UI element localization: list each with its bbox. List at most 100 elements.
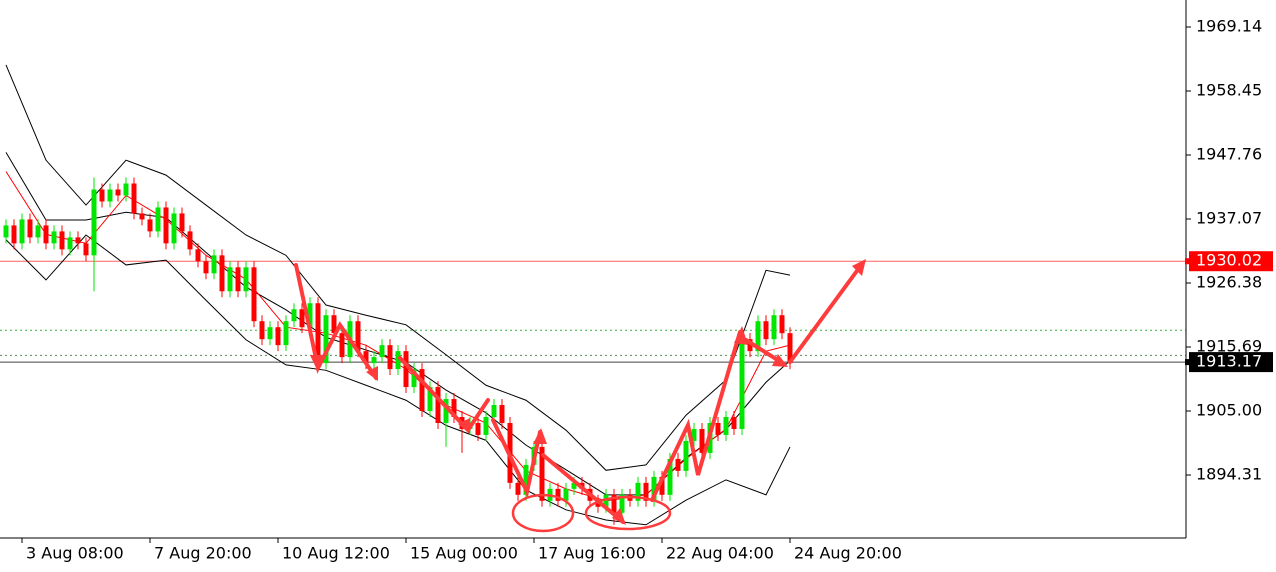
candle-body — [307, 303, 313, 328]
x-tick-label: 7 Aug 20:00 — [154, 544, 252, 563]
candle-body — [563, 488, 569, 501]
price-marker — [1185, 258, 1191, 265]
candle-body — [291, 309, 297, 322]
candle-body — [35, 225, 41, 238]
candle-body — [211, 255, 217, 274]
candle-body — [187, 231, 193, 250]
y-tick-label: 1947.76 — [1196, 145, 1262, 164]
candle-body — [443, 399, 449, 423]
price-tag-label: 1930.02 — [1196, 251, 1262, 270]
candle-body — [691, 428, 697, 441]
candle-body — [163, 207, 169, 244]
candle-body — [667, 458, 673, 495]
candle-body — [363, 351, 369, 364]
annotations — [294, 259, 866, 533]
candle-body — [147, 219, 153, 232]
candle-body — [427, 387, 433, 412]
candle-body — [771, 315, 777, 340]
overlay-line — [5, 234, 791, 526]
price-marker — [1185, 359, 1191, 366]
candle-body — [267, 327, 273, 340]
candle-body — [259, 321, 265, 340]
candle-body — [371, 357, 377, 364]
candle-body — [195, 249, 201, 262]
candle-body — [731, 417, 737, 429]
y-tick-label: 1905.00 — [1196, 401, 1262, 420]
x-tick-label: 22 Aug 04:00 — [666, 544, 774, 563]
candle-body — [51, 231, 57, 244]
candle-body — [107, 189, 113, 202]
candle-body — [675, 458, 681, 471]
price-tag-label: 1913.17 — [1196, 352, 1262, 371]
candle-body — [355, 321, 361, 352]
candle-body — [67, 237, 73, 250]
candle-body — [603, 494, 609, 507]
candle-body — [555, 488, 561, 501]
candle-body — [11, 225, 17, 244]
arrow-head — [533, 428, 547, 444]
arrow-head — [734, 326, 748, 345]
candle-body — [43, 225, 49, 244]
arrow — [491, 418, 542, 499]
candle-body — [83, 243, 89, 256]
arrow — [650, 330, 742, 502]
candle-body — [3, 225, 9, 238]
candle-body — [99, 189, 105, 202]
candle-body — [227, 267, 233, 292]
y-tick-label: 1915.69 — [1196, 337, 1262, 356]
highlight-ellipse — [511, 493, 575, 533]
candle-body — [635, 482, 641, 501]
candle-body — [763, 321, 769, 340]
overlay-line — [5, 64, 791, 471]
candle-body — [75, 237, 81, 244]
price-tag — [1189, 352, 1273, 373]
candle-body — [139, 213, 145, 220]
candle-body — [475, 422, 481, 435]
x-tick-label: 15 Aug 00:00 — [410, 544, 518, 563]
candle-body — [235, 267, 241, 292]
arrow-head — [310, 355, 326, 372]
candle-body — [379, 345, 385, 358]
candle-body — [19, 219, 25, 244]
x-tick-label: 24 Aug 20:00 — [794, 544, 902, 563]
candle-body — [595, 500, 601, 507]
candle-body — [91, 189, 97, 256]
candle-body — [251, 267, 257, 322]
candle-body — [243, 267, 249, 292]
arrow-head — [852, 259, 866, 276]
candle-body — [387, 345, 393, 370]
candle-body — [779, 315, 785, 334]
candle-body — [219, 255, 225, 292]
candle-body — [419, 369, 425, 412]
candle-body — [171, 213, 177, 244]
candle-body — [339, 333, 345, 358]
candle-body — [331, 315, 337, 334]
candle-body — [611, 494, 617, 513]
y-tick-label: 1894.31 — [1196, 465, 1262, 484]
arrow — [541, 453, 625, 524]
arrow — [788, 262, 864, 364]
highlight-ellipse — [584, 495, 672, 531]
arrow-head — [612, 508, 626, 525]
candle-body — [27, 219, 33, 238]
candle-body — [659, 476, 665, 495]
candle-body — [131, 183, 137, 214]
x-tick-label: 10 Aug 12:00 — [282, 544, 390, 563]
price-tag — [1189, 251, 1273, 272]
candle-body — [435, 387, 441, 423]
arrow-head — [772, 354, 788, 367]
candle-body — [539, 446, 545, 501]
candle-body — [571, 482, 577, 489]
candle-body — [723, 417, 729, 435]
candle-body — [155, 207, 161, 232]
candle-body — [179, 213, 185, 232]
y-tick-label: 1969.14 — [1196, 17, 1262, 36]
candle-body — [323, 315, 329, 364]
candle-body — [683, 440, 689, 471]
candle-body — [651, 476, 657, 501]
candle-body — [499, 405, 505, 423]
candle-body — [395, 351, 401, 370]
candle-body — [275, 327, 281, 346]
